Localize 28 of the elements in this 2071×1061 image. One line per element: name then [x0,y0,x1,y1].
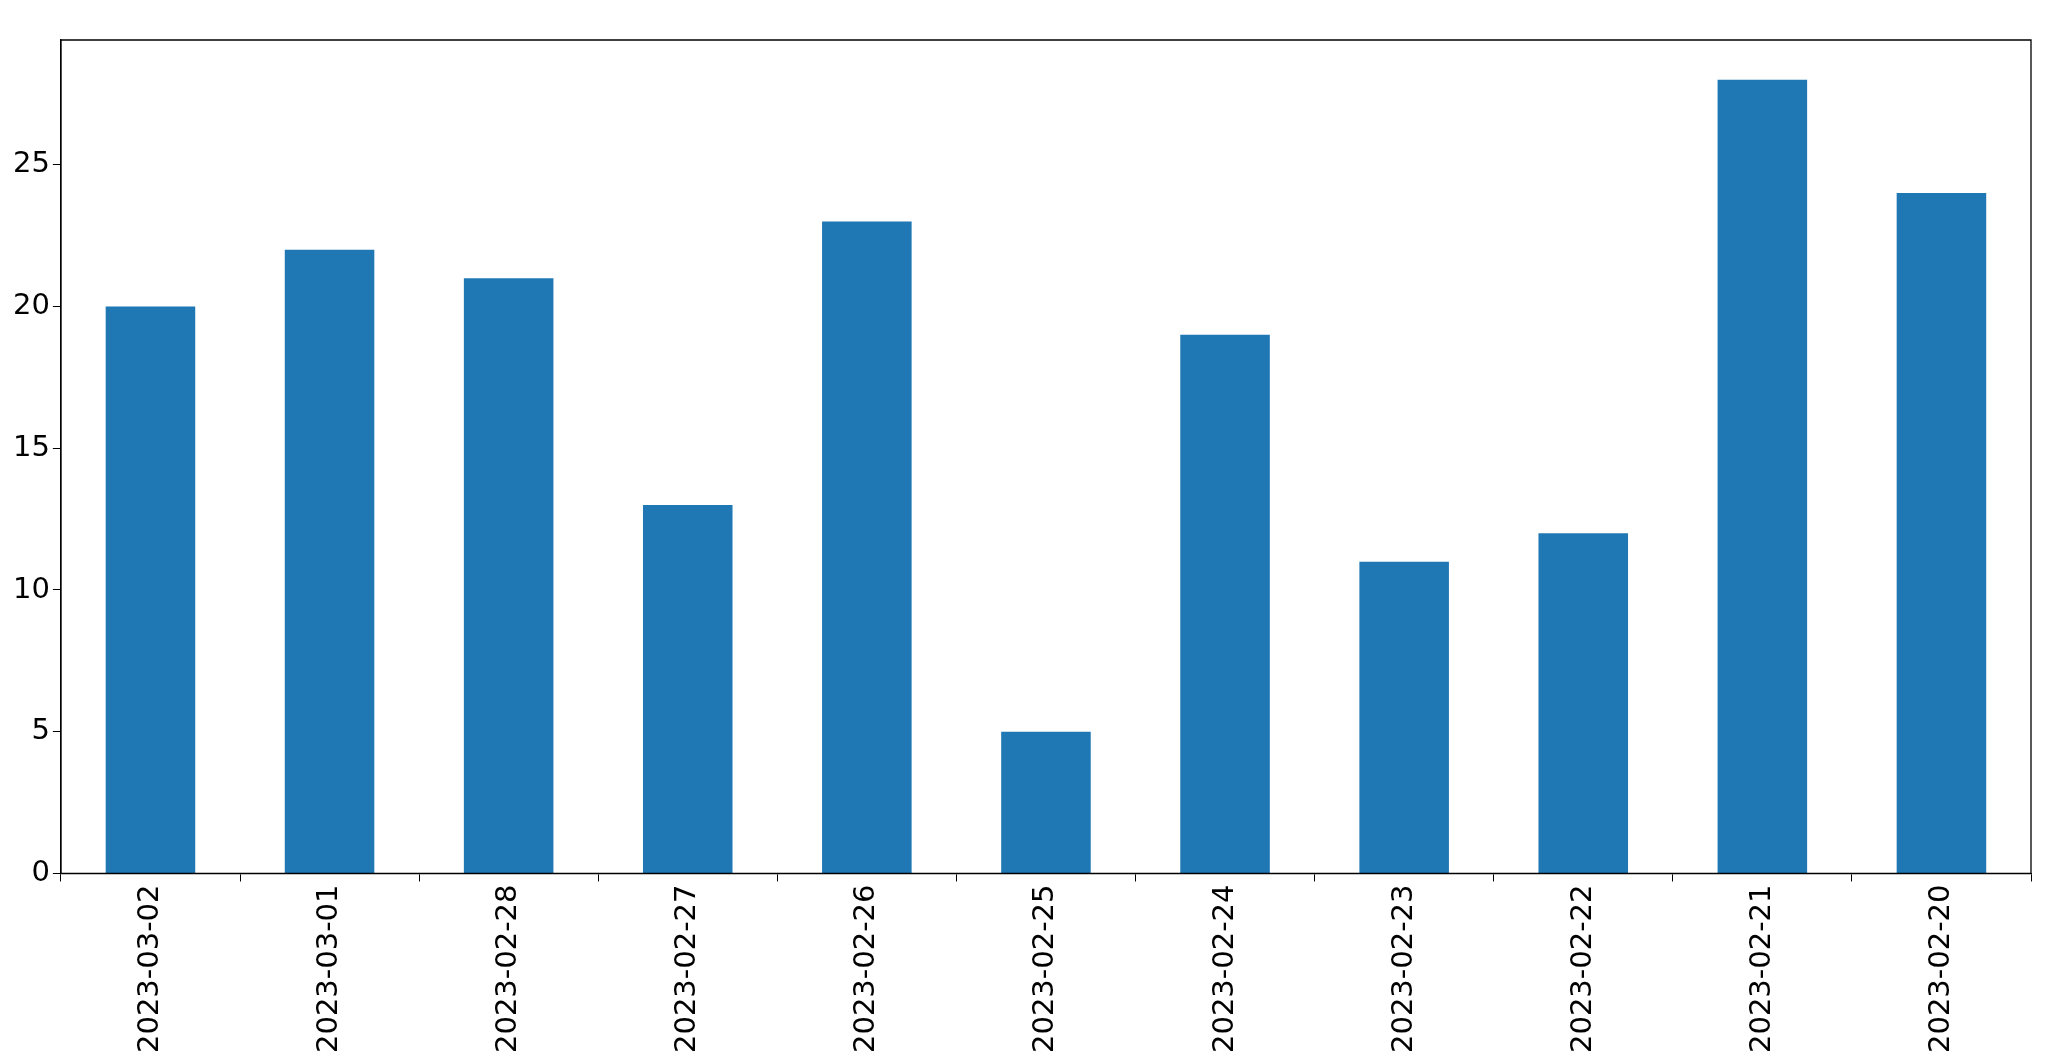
bar [1180,334,1270,873]
x-tick-label: 2023-02-20 [1921,884,1956,1054]
y-tick-label: 15 [13,428,50,463]
x-tick-label: 2023-02-24 [1205,884,1240,1054]
x-tick-label: 2023-02-22 [1563,884,1598,1054]
x-tick-label: 2023-02-26 [847,884,882,1054]
x-tick-label: 2023-02-25 [1026,884,1061,1054]
y-tick-label: 0 [31,854,50,888]
y-tick-label: 25 [13,145,50,180]
bar [1717,79,1808,873]
bar [284,249,375,873]
y-tick-label: 20 [13,287,50,322]
bar [822,221,912,873]
x-tick-label: 2023-02-27 [668,884,703,1054]
bar [1896,193,1987,873]
x-tick-label: 2023-02-28 [489,884,524,1054]
x-tick-label: 2023-03-01 [310,884,345,1054]
bar [1001,731,1091,873]
bar [642,504,733,873]
bar [463,278,554,873]
y-tick-label: 5 [31,712,50,747]
bar [1359,561,1449,873]
y-tick-label: 10 [13,570,50,605]
x-tick-label: 2023-03-02 [130,884,165,1054]
bar [105,306,196,873]
bar [1538,533,1629,873]
x-tick-label: 2023-02-23 [1384,884,1419,1054]
x-tick-label: 2023-02-21 [1742,884,1777,1054]
